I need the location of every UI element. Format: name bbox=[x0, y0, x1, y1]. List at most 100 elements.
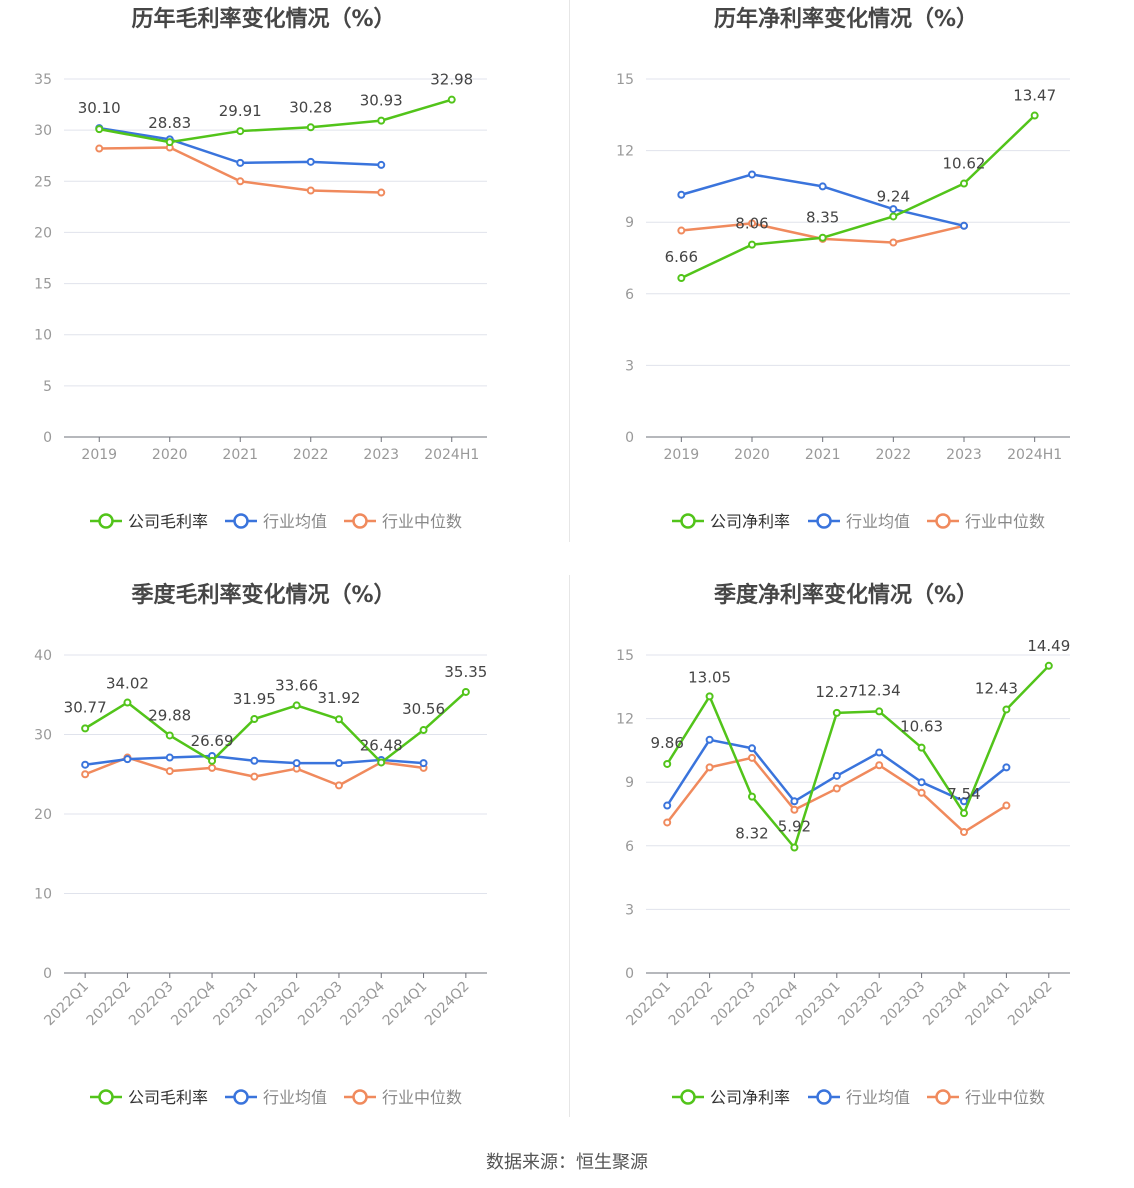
x-tick-label: 2023Q2 bbox=[835, 979, 886, 1030]
data-point-company bbox=[748, 792, 756, 801]
vertical-divider-top bbox=[569, 0, 570, 542]
legend-item-avg: 行业均值 bbox=[808, 512, 910, 531]
legend-label: 公司净利率 bbox=[710, 512, 790, 531]
legend-marker-icon bbox=[352, 1089, 368, 1105]
legend-marker-icon bbox=[98, 1089, 114, 1105]
y-tick-label: 10 bbox=[34, 887, 52, 903]
data-label: 9.86 bbox=[650, 734, 683, 752]
legend-item-company: 公司净利率 bbox=[672, 1088, 790, 1107]
data-point-avg bbox=[790, 797, 799, 806]
x-tick-label: 2024Q2 bbox=[422, 979, 473, 1030]
x-tick-label: 2023Q3 bbox=[878, 979, 929, 1030]
data-label: 13.47 bbox=[1013, 87, 1056, 105]
source-caption: 数据来源：恒生聚源 bbox=[486, 1152, 648, 1173]
legend-item-median: 行业中位数 bbox=[927, 1088, 1045, 1107]
series-line-company bbox=[666, 664, 1050, 849]
data-label: 8.06 bbox=[735, 215, 768, 233]
chart-3: 季度毛利率变化情况（%）0102030402022Q12022Q22022Q32… bbox=[34, 582, 487, 1107]
data-point-avg bbox=[917, 778, 926, 787]
data-label: 31.92 bbox=[317, 689, 360, 707]
data-label: 26.69 bbox=[191, 732, 234, 750]
x-tick-label: 2021 bbox=[222, 447, 258, 463]
data-point-company bbox=[208, 756, 217, 765]
data-point-avg bbox=[306, 157, 315, 166]
x-tick-label: 2024Q1 bbox=[380, 979, 431, 1030]
data-point-avg bbox=[875, 748, 884, 757]
series-line-company bbox=[99, 98, 453, 144]
y-tick-label: 12 bbox=[616, 712, 634, 728]
data-point-company bbox=[663, 759, 672, 768]
chart-title: 历年净利率变化情况（%） bbox=[714, 6, 978, 32]
data-point-company bbox=[81, 724, 90, 733]
x-tick-label: 2022Q4 bbox=[168, 978, 219, 1029]
data-label: 13.05 bbox=[688, 668, 731, 686]
data-point-median bbox=[875, 761, 884, 770]
data-point-avg bbox=[292, 759, 301, 768]
data-point-company bbox=[917, 743, 926, 752]
chart-1: 历年毛利率变化情况（%） 0 5 10 15 20 25 30 35 2019 2020 2021 20… bbox=[34, 6, 487, 531]
legend-label: 公司毛利率 bbox=[128, 512, 208, 531]
y-tick-label: 9 bbox=[625, 775, 634, 791]
data-label: 12.34 bbox=[858, 681, 901, 699]
legend-marker-icon bbox=[816, 513, 832, 529]
data-point-avg bbox=[960, 221, 968, 230]
y-tick-label: 10 bbox=[34, 328, 52, 344]
data-point-company bbox=[250, 714, 259, 723]
series-line-company bbox=[680, 114, 1036, 280]
x-tick-label: 2023Q1 bbox=[211, 979, 262, 1030]
y-tick-label: 30 bbox=[34, 123, 52, 139]
legend-marker-icon bbox=[233, 513, 249, 529]
data-label: 33.66 bbox=[275, 676, 318, 694]
data-point-median bbox=[236, 177, 245, 186]
data-label: 29.91 bbox=[219, 102, 262, 120]
chart-2: 历年净利率变化情况（%） 0 3 6 9 12 15 2019 2020 2021 2022 2023… bbox=[616, 6, 1070, 531]
legend-label: 行业中位数 bbox=[382, 1088, 462, 1107]
x-tick-label: 2019 bbox=[664, 447, 700, 463]
x-tick-label: 2022Q3 bbox=[126, 979, 177, 1030]
data-point-avg bbox=[250, 756, 259, 765]
data-point-median bbox=[377, 188, 386, 197]
data-label: 12.27 bbox=[815, 683, 858, 701]
data-point-avg bbox=[1002, 763, 1011, 772]
legend-marker-icon bbox=[935, 1089, 951, 1105]
data-label: 30.10 bbox=[78, 99, 121, 117]
chart-title: 季度净利率变化情况（%） bbox=[714, 582, 978, 608]
data-point-median bbox=[677, 226, 686, 235]
data-point-avg bbox=[677, 190, 686, 199]
data-point-company bbox=[419, 726, 428, 735]
data-point-company bbox=[960, 809, 968, 818]
data-label: 28.83 bbox=[148, 114, 191, 132]
data-label: 8.35 bbox=[806, 209, 839, 227]
legend-label: 行业均值 bbox=[846, 1088, 910, 1107]
data-point-median bbox=[95, 144, 104, 153]
data-point-company bbox=[377, 758, 386, 767]
x-tick-label: 2023Q1 bbox=[793, 979, 844, 1030]
data-label: 30.28 bbox=[289, 98, 332, 116]
data-point-company bbox=[960, 179, 968, 188]
x-tick-label: 2022Q1 bbox=[41, 979, 92, 1030]
chart-title: 季度毛利率变化情况（%） bbox=[131, 582, 395, 608]
x-tick-label: 2020 bbox=[152, 447, 188, 463]
data-label: 6.66 bbox=[665, 248, 698, 266]
data-point-company bbox=[461, 687, 470, 696]
vertical-divider-bottom bbox=[569, 575, 570, 1117]
x-tick-label: 2024H1 bbox=[424, 447, 479, 463]
x-tick-label: 2022 bbox=[876, 447, 912, 463]
y-tick-label: 3 bbox=[625, 358, 634, 374]
legend-label: 行业中位数 bbox=[965, 512, 1045, 531]
legend-label: 公司毛利率 bbox=[128, 1088, 208, 1107]
data-point-avg bbox=[832, 771, 841, 780]
data-label: 30.56 bbox=[402, 700, 445, 718]
legend-label: 行业均值 bbox=[263, 512, 327, 531]
legend-marker-icon bbox=[935, 513, 951, 529]
x-tick-label: 2022Q2 bbox=[84, 979, 135, 1030]
data-point-median bbox=[832, 784, 841, 793]
x-tick-label: 2024Q1 bbox=[963, 979, 1014, 1030]
x-tick-label: 2022Q1 bbox=[623, 979, 674, 1030]
y-tick-label: 0 bbox=[43, 430, 52, 446]
data-label: 29.88 bbox=[148, 706, 191, 724]
data-point-company bbox=[447, 95, 456, 104]
x-tick-label: 2022Q4 bbox=[751, 978, 802, 1029]
legend-label: 行业中位数 bbox=[382, 512, 462, 531]
data-point-company bbox=[677, 274, 686, 283]
